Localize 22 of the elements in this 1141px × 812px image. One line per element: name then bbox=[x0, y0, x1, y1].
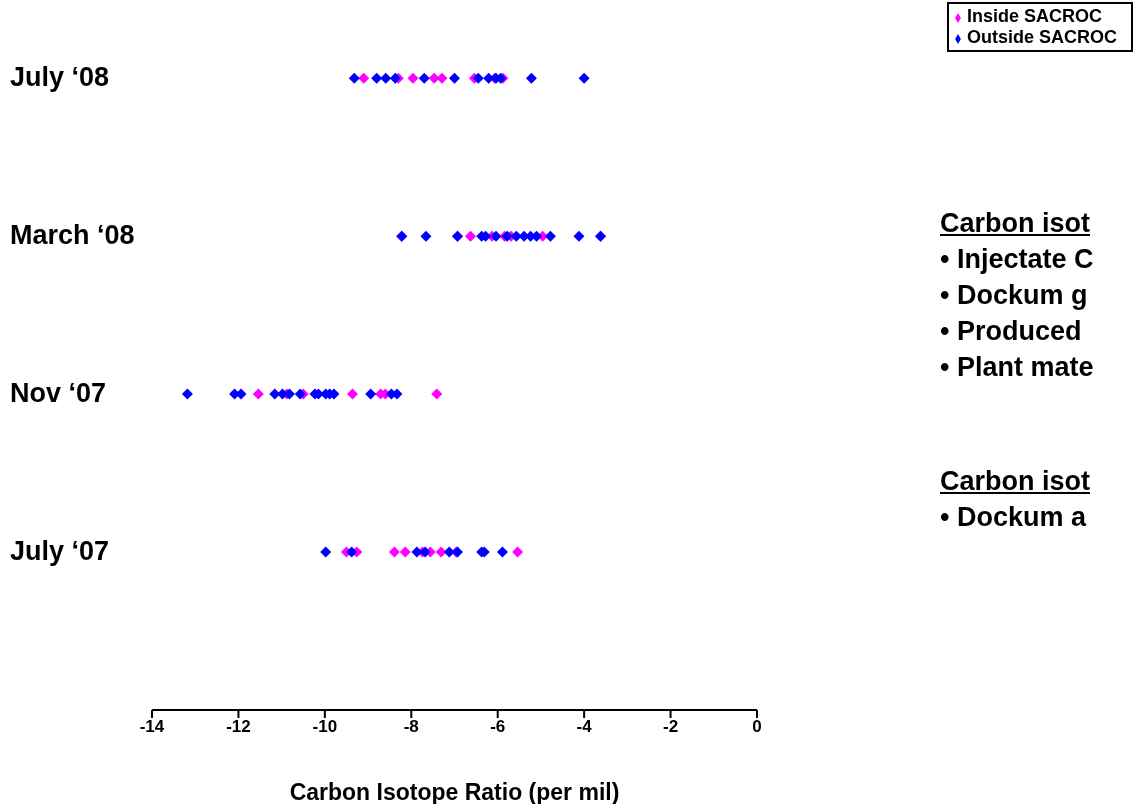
x-tick-label: -2 bbox=[663, 717, 679, 737]
x-tick-label: 0 bbox=[752, 717, 762, 737]
y-tick-label: March ‘08 bbox=[10, 220, 135, 251]
x-tick-label: -8 bbox=[403, 717, 419, 737]
text: • Dockum a bbox=[940, 502, 1086, 533]
text: • Dockum g bbox=[940, 280, 1088, 311]
x-axis-title: Carbon Isotope Ratio (per mil) bbox=[289, 779, 620, 805]
text: • Plant mate bbox=[940, 352, 1094, 383]
y-tick-label: July ‘07 bbox=[10, 536, 110, 567]
x-tick-label: -4 bbox=[576, 717, 593, 737]
x-tick-label: -10 bbox=[312, 717, 338, 737]
x-tick-label: -6 bbox=[490, 717, 506, 737]
y-tick-label: July ‘08 bbox=[10, 62, 110, 93]
legend-label: Inside SACROC bbox=[966, 6, 1103, 26]
y-tick-label: Nov ‘07 bbox=[10, 378, 107, 409]
x-tick-label: -12 bbox=[226, 717, 251, 737]
text: • Produced bbox=[940, 316, 1082, 347]
x-tick-label: -14 bbox=[139, 717, 165, 737]
text: Carbon isot bbox=[940, 466, 1091, 497]
text: Carbon isot bbox=[940, 208, 1091, 239]
legend-label: Outside SACROC bbox=[966, 27, 1117, 47]
text: • Injectate C bbox=[940, 244, 1094, 275]
